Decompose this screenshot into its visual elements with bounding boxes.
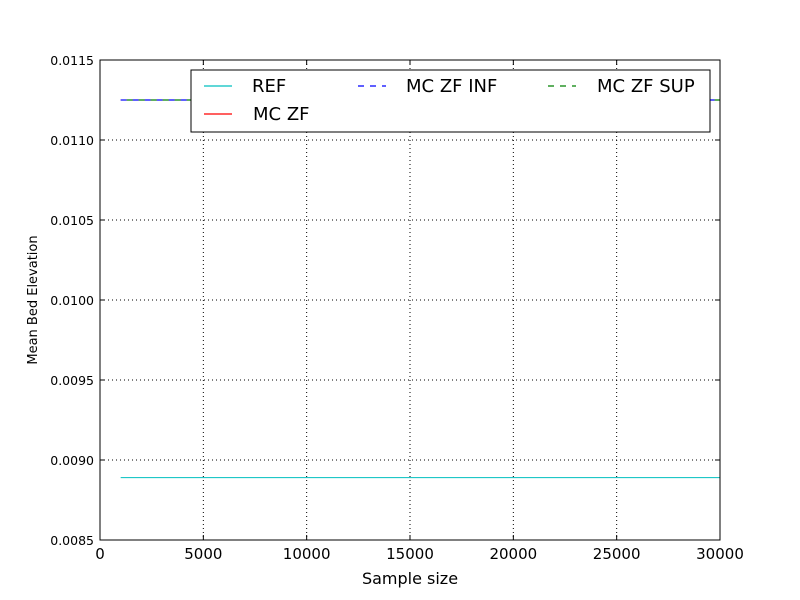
- legend-label-ref: REF: [252, 76, 286, 97]
- y-axis-title: Mean Bed Elevation: [26, 235, 41, 364]
- x-tick-label: 5000: [184, 545, 222, 563]
- legend-label-mc-zf-sup: MC ZF SUP: [597, 76, 695, 97]
- x-tick-label: 25000: [593, 545, 641, 563]
- y-tick-label: 0.0090: [50, 453, 94, 468]
- y-tick-label: 0.0115: [50, 53, 94, 68]
- legend-box: [190, 69, 711, 133]
- y-tick-label: 0.0085: [50, 533, 94, 548]
- x-tick-label: 10000: [283, 545, 331, 563]
- y-tick-label: 0.0095: [50, 373, 94, 388]
- legend-label-mc-zf-inf: MC ZF INF: [406, 76, 497, 97]
- series-layer: [120, 99, 720, 479]
- y-tick-label: 0.0100: [50, 293, 94, 308]
- legend: REF MC ZF MC ZF INF MC ZF SUP: [190, 69, 711, 133]
- x-tick-label: 15000: [386, 545, 434, 563]
- x-axis: 0 5000 10000 15000 20000 25000 30000: [95, 60, 744, 563]
- grid: [100, 60, 720, 540]
- y-axis: 0.0085 0.0090 0.0095 0.0100 0.0105 0.0110 0.01…: [50, 53, 720, 548]
- y-tick-label: 0.0105: [50, 213, 94, 228]
- y-tick-label: 0.0110: [50, 133, 94, 148]
- x-tick-label: 20000: [489, 545, 537, 563]
- x-axis-title: Sample size: [362, 569, 458, 588]
- legend-label-mc-zf: MC ZF: [253, 104, 310, 125]
- x-tick-label: 0: [95, 545, 105, 563]
- x-tick-label: 30000: [696, 545, 744, 563]
